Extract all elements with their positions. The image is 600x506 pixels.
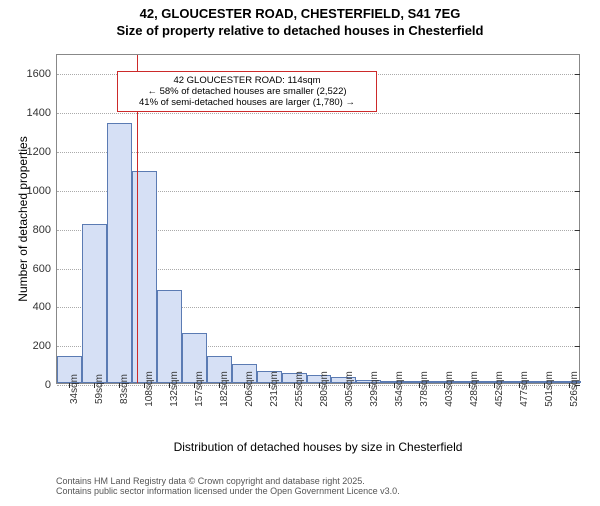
ytick-label: 600: [33, 263, 57, 275]
xtick-label: 59sqm: [94, 374, 105, 404]
xtick-label: 403sqm: [444, 371, 455, 407]
ytick-mark: [575, 230, 580, 231]
histogram-bar: [107, 123, 132, 383]
xtick-label: 329sqm: [369, 371, 380, 407]
xtick-label: 354sqm: [394, 371, 405, 407]
ytick-label: 1000: [27, 185, 57, 197]
chart-title-block: 42, GLOUCESTER ROAD, CHESTERFIELD, S41 7…: [0, 6, 600, 38]
ytick-mark: [575, 307, 580, 308]
ytick-mark: [575, 113, 580, 114]
ytick-mark: [575, 191, 580, 192]
xtick-label: 305sqm: [344, 371, 355, 407]
xtick-label: 477sqm: [519, 371, 530, 407]
gridline-h: [57, 113, 579, 114]
annotation-line: 41% of semi-detached houses are larger (…: [124, 97, 370, 108]
histogram-bar: [82, 224, 107, 383]
chart-title-line2: Size of property relative to detached ho…: [0, 23, 600, 38]
histogram-bar: [132, 171, 157, 383]
annotation-line: 42 GLOUCESTER ROAD: 114sqm: [124, 75, 370, 86]
xtick-label: 83sqm: [119, 374, 130, 404]
xtick-label: 526sqm: [569, 371, 580, 407]
ytick-label: 1600: [27, 68, 57, 80]
gridline-h: [57, 152, 579, 153]
ytick-mark: [575, 152, 580, 153]
xtick-label: 231sqm: [269, 371, 280, 407]
ytick-mark: [575, 74, 580, 75]
ytick-label: 0: [45, 379, 57, 391]
y-axis-label: Number of detached properties: [16, 54, 30, 384]
histogram-plot-area: 0200400600800100012001400160034sqm59sqm8…: [56, 54, 580, 384]
annotation-line: ← 58% of detached houses are smaller (2,…: [124, 86, 370, 97]
credits-text: Contains HM Land Registry data © Crown c…: [56, 476, 400, 496]
xtick-label: 206sqm: [244, 371, 255, 407]
chart-title-line1: 42, GLOUCESTER ROAD, CHESTERFIELD, S41 7…: [0, 6, 600, 21]
histogram-bar: [157, 290, 182, 383]
ytick-label: 1400: [27, 107, 57, 119]
xtick-label: 132sqm: [169, 371, 180, 407]
xtick-label: 34sqm: [69, 374, 80, 404]
xtick-label: 501sqm: [544, 371, 555, 407]
x-axis-label: Distribution of detached houses by size …: [56, 440, 580, 454]
xtick-label: 157sqm: [194, 371, 205, 407]
xtick-label: 452sqm: [494, 371, 505, 407]
ytick-label: 200: [33, 340, 57, 352]
ytick-label: 800: [33, 224, 57, 236]
ytick-label: 400: [33, 301, 57, 313]
ytick-mark: [575, 269, 580, 270]
xtick-label: 255sqm: [294, 371, 305, 407]
annotation-box: 42 GLOUCESTER ROAD: 114sqm← 58% of detac…: [117, 71, 377, 112]
xtick-label: 428sqm: [469, 371, 480, 407]
xtick-label: 280sqm: [319, 371, 330, 407]
xtick-label: 378sqm: [419, 371, 430, 407]
xtick-label: 182sqm: [219, 371, 230, 407]
ytick-label: 1200: [27, 146, 57, 158]
ytick-mark: [575, 346, 580, 347]
xtick-label: 108sqm: [144, 371, 155, 407]
